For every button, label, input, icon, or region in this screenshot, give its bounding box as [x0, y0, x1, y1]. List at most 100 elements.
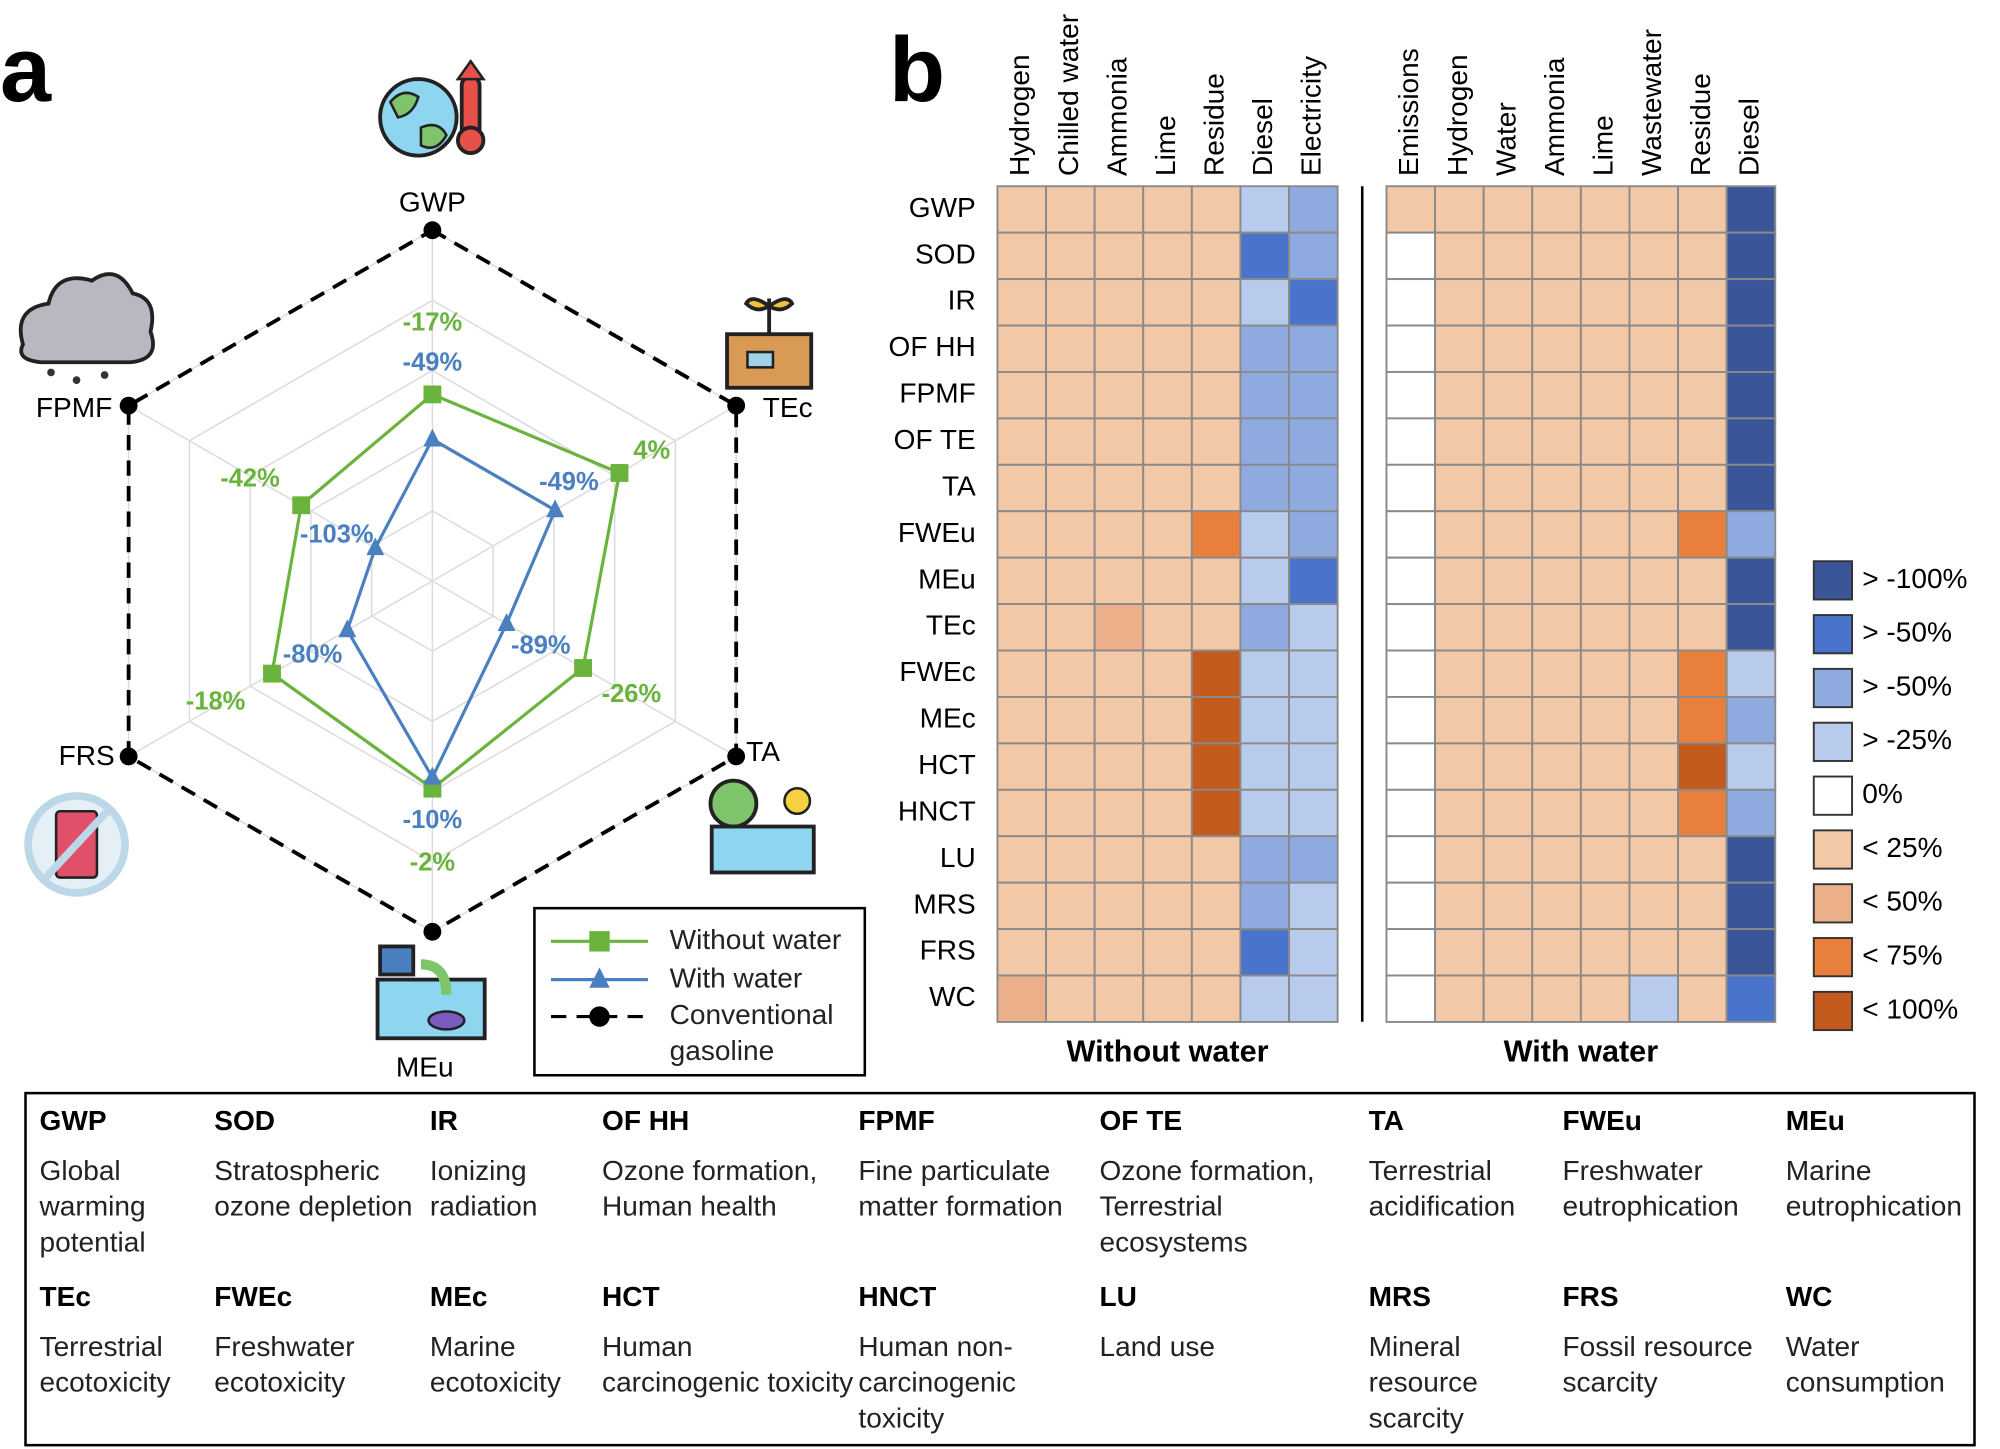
heat-cell	[1434, 278, 1485, 327]
column-label: Residue	[1199, 73, 1230, 176]
heat-cell	[1725, 463, 1777, 513]
heat-cell	[1093, 185, 1145, 234]
heat-cell	[1385, 231, 1437, 281]
heat-cell	[1725, 788, 1777, 838]
heat-cell	[1725, 835, 1777, 884]
heat-cell	[1142, 835, 1193, 884]
heat-cell	[1385, 881, 1437, 931]
heat-cell	[1531, 324, 1582, 373]
heat-cell	[1045, 185, 1096, 234]
legend-label: < 50%	[1862, 886, 1942, 917]
heat-cell	[1628, 695, 1680, 745]
row-label: MRS	[913, 888, 975, 919]
glossary-description-box: Water consumption	[1786, 1330, 1945, 1398]
heat-cell	[1239, 417, 1290, 466]
grid-spoke	[432, 404, 737, 582]
heat-cell	[1579, 928, 1631, 977]
heat-cell	[1288, 370, 1339, 420]
heat-cell	[1288, 974, 1339, 1023]
marker	[423, 922, 442, 941]
column-label: Hydrogen	[1004, 54, 1035, 176]
glossary-description: Marine ecotoxicity	[429, 1330, 561, 1398]
glossary-description: Freshwater ecotoxicity	[214, 1330, 355, 1398]
heat-cell	[1628, 185, 1680, 234]
heat-cell	[1482, 278, 1534, 327]
axis-label: FPMF	[36, 392, 112, 423]
heat-cell	[1239, 278, 1290, 327]
heat-cell	[1045, 974, 1096, 1023]
heat-cell	[996, 603, 1048, 652]
heat-cell	[1482, 881, 1534, 931]
heat-cell	[1434, 417, 1485, 466]
heat-cell	[1288, 463, 1339, 513]
heat-cell	[1482, 231, 1534, 281]
glossary-abbr: MEc	[430, 1281, 488, 1312]
heat-cell	[1045, 742, 1096, 791]
heat-cell	[1045, 788, 1096, 838]
heat-cell	[1093, 788, 1145, 838]
marker	[292, 496, 311, 515]
marker	[119, 747, 138, 766]
heat-cell	[1385, 556, 1437, 606]
glossary-description-box: Fine particulate matter formation	[858, 1154, 1062, 1222]
heat-cell	[1288, 324, 1339, 373]
marker	[589, 967, 610, 988]
legend-label: > -100%	[1862, 563, 1967, 594]
heat-cell	[1190, 510, 1242, 559]
heat-cell	[1288, 510, 1339, 559]
heat-cell	[1725, 603, 1777, 652]
heat-cell	[1045, 695, 1096, 745]
heat-cell	[1579, 231, 1631, 281]
heat-cell	[1482, 324, 1534, 373]
heat-cell	[1628, 278, 1680, 327]
heat-cell	[1190, 649, 1242, 698]
heat-cell	[996, 974, 1048, 1023]
glossary-description-box: Land use	[1099, 1330, 1214, 1362]
row-label: FPMF	[899, 378, 975, 409]
heat-cell	[996, 463, 1048, 513]
legend-label-box: With water	[670, 962, 803, 994]
legend-label: < 25%	[1862, 832, 1942, 863]
heat-cell	[1093, 278, 1145, 327]
heat-cell	[1239, 788, 1290, 838]
heat-cell	[1434, 742, 1485, 791]
heat-cell	[1531, 649, 1582, 698]
heat-cell	[1045, 231, 1096, 281]
heat-cell	[1579, 278, 1631, 327]
legend-swatch	[1812, 614, 1853, 655]
heat-cell	[996, 695, 1048, 745]
glossary-abbr: OF HH	[602, 1105, 689, 1136]
glossary-description: Terrestrial ecotoxicity	[39, 1330, 171, 1398]
heat-cell	[1239, 231, 1290, 281]
heat-cell	[1142, 278, 1193, 327]
heat-cell	[1677, 324, 1728, 373]
heat-cell	[1725, 417, 1777, 466]
heat-cell	[1677, 788, 1728, 838]
heat-cell	[1677, 185, 1728, 234]
heat-cell	[1288, 881, 1339, 931]
heat-cell	[1725, 370, 1777, 420]
legend-label: > -50%	[1862, 617, 1952, 648]
glossary-description-box: Terrestrial ecotoxicity	[39, 1330, 171, 1398]
heat-cell	[996, 928, 1048, 977]
row-label: MEc	[920, 703, 976, 734]
heat-cell	[1093, 928, 1145, 977]
heat-cell	[1045, 278, 1096, 327]
heat-cell	[1288, 231, 1339, 281]
heat-cell	[1190, 788, 1242, 838]
heat-cell	[1579, 788, 1631, 838]
heat-cell	[1434, 370, 1485, 420]
column-label: Hydrogen	[1442, 54, 1473, 176]
row-label: FWEc	[899, 656, 975, 687]
heat-cell	[1385, 928, 1437, 977]
legend-swatch	[1812, 775, 1853, 816]
heat-cell	[1434, 974, 1485, 1023]
heat-cell	[1239, 649, 1290, 698]
heat-cell	[1531, 788, 1582, 838]
heat-cell	[1482, 417, 1534, 466]
heat-cell	[1288, 603, 1339, 652]
value-label: -10%	[403, 806, 463, 834]
heat-cell	[1239, 742, 1290, 791]
heat-cell	[1628, 370, 1680, 420]
glossary-description-box: Marine eutrophication	[1786, 1154, 1962, 1222]
